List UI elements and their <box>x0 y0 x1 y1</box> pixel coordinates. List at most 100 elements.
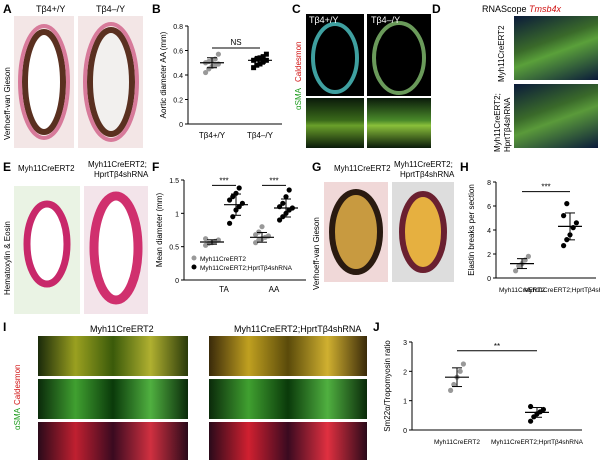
b-xtick-label-0: Tβ4+/Y <box>199 131 226 140</box>
f-AA-series-1-point-0 <box>277 217 283 223</box>
panel-c-stain-red: Caldesmon <box>294 41 303 82</box>
panel-e-image-control <box>14 186 80 314</box>
h-series-1-point-4 <box>573 220 579 226</box>
j-ytick-label-1: 1 <box>403 399 407 406</box>
f-sig-label-0: *** <box>219 176 228 185</box>
h-ytick-label-2: 4 <box>487 228 491 235</box>
h-sig-label: *** <box>541 183 550 192</box>
panel-e-letter: E <box>3 160 12 174</box>
panel-e-label2a: Myh11CreERT2; <box>88 160 147 169</box>
chart-f: 0 0.5 1 1.5 Mean diameter (mm) TA *** AA *** Myh1… <box>155 176 306 294</box>
f-legend-label-0: Myh11CreERT2 <box>200 256 246 263</box>
panel-e-stain-label: Hematoxylin & Eosin <box>3 221 12 295</box>
h-ytick-label-0: 0 <box>487 276 491 283</box>
b-series-1-point-0 <box>251 65 257 71</box>
panel-e-image-knockdown <box>84 186 148 314</box>
panel-c-zoom-ko <box>367 98 431 148</box>
j-ytick-label-0: 0 <box>403 428 407 435</box>
f-legend-marker-1 <box>191 264 197 270</box>
chart-h: 0 2 4 6 8 Elastin breaks per section Myh11CreE… <box>467 180 600 294</box>
j-xtick-label-1: Myh11CreERT2;HprtTβ4shRNA <box>491 439 584 446</box>
chart-b: 0 0.2 0.4 0.6 0.8 Aortic diameter AA (mm) Tβ4+… <box>159 24 282 140</box>
b-ylabel: Aortic diameter AA (mm) <box>159 31 168 118</box>
panel-i-merge-knockdown <box>209 336 367 376</box>
panel-c-zoom-wt <box>306 98 364 148</box>
panel-c-label-ko: Tβ4–/Y <box>371 15 401 25</box>
b-ytick-label-0: 0 <box>179 122 183 129</box>
j-ylabel: Sm22α/Tropomyosin ratio <box>383 340 392 432</box>
j-series-1-point-0 <box>528 418 534 424</box>
b-series-0-point-0 <box>203 69 209 76</box>
h-ytick-label-1: 2 <box>487 252 491 259</box>
panel-d-image-control <box>514 16 598 80</box>
b-series-1-point-3 <box>260 59 266 65</box>
panel-g-label2a: Myh11CreERT2; <box>394 160 453 169</box>
b-series-1-point-9 <box>263 51 269 57</box>
j-series-1-point-5 <box>528 403 534 410</box>
panel-c-letter: C <box>292 2 301 16</box>
j-series-0-point-4 <box>460 361 466 367</box>
panel-a-stain-label: Verhoeff-van Gieson <box>3 67 12 140</box>
h-ytick-label-3: 6 <box>487 204 491 211</box>
b-sig-label: NS <box>230 38 241 47</box>
h-ylabel: Elastin breaks per section <box>467 184 476 276</box>
panel-d-image-knockdown <box>514 84 598 148</box>
panel-i-stain-green: αSMA <box>13 408 22 430</box>
f-TA-series-1-point-7 <box>233 190 239 196</box>
f-ytick-label-3: 1.5 <box>169 178 179 185</box>
b-series-1-point-6 <box>254 56 260 62</box>
f-xtick-label-1: AA <box>269 285 280 294</box>
f-TA-series-0-point-4 <box>215 237 221 243</box>
panel-d-title: RNAScope Tmsb4x <box>482 4 561 14</box>
h-series-0-point-4 <box>525 253 531 259</box>
j-series-1-point-4 <box>540 406 546 413</box>
panel-a-image-ko <box>78 16 143 148</box>
f-ytick-label-1: 0.5 <box>169 245 179 252</box>
panel-g-label1: Myh11CreERT2 <box>334 164 391 173</box>
b-ytick-label-1: 0.2 <box>173 98 183 105</box>
f-ytick-label-2: 1 <box>175 211 179 218</box>
j-series-0-point-1 <box>451 381 457 388</box>
h-series-1-point-6 <box>564 201 570 207</box>
b-xtick-label-1: Tβ4–/Y <box>247 131 274 140</box>
j-ytick-label-3: 3 <box>403 340 407 347</box>
b-series-0-point-8 <box>212 56 218 62</box>
panel-c-label-wt: Tβ4+/Y <box>309 15 339 25</box>
panel-i-stain-red: Caldesmon <box>13 364 22 405</box>
j-series-0-point-3 <box>457 368 463 374</box>
j-series-0-point-0 <box>448 387 454 393</box>
panel-i-merge-control <box>38 336 188 376</box>
panel-i-red-knockdown <box>209 422 367 460</box>
f-TA-series-0-point-5 <box>203 236 209 242</box>
panel-c-image-ko <box>367 14 431 96</box>
f-AA-series-0-point-7 <box>259 224 265 230</box>
panel-i-label2: Myh11CreERT2;HprtTβ4shRNA <box>234 324 362 334</box>
panel-h-letter: H <box>460 160 469 174</box>
panel-i-green-control <box>38 379 188 419</box>
panel-g-stain-label: Verhoeff-van Gieson <box>312 217 321 290</box>
h-series-1-point-5 <box>561 213 567 219</box>
panel-g-image-knockdown <box>392 182 454 282</box>
h-xtick-label-1: Myh11CreERT2;HprtTβ4shRNA <box>524 287 600 294</box>
f-xtick-label-0: TA <box>219 285 229 294</box>
f-legend-label-1: Myh11CreERT2;HprtTβ4shRNA <box>200 265 293 272</box>
panel-i-label1: Myh11CreERT2 <box>90 324 154 334</box>
panel-i-red-control <box>38 422 188 460</box>
f-sig-label-1: *** <box>269 176 278 185</box>
panel-g-image-control <box>324 182 388 282</box>
h-xtick-label-0: Myh11CreERT2 <box>499 287 545 294</box>
f-TA-series-1-point-5 <box>227 197 233 203</box>
panel-d-row1-label: Myh11CreERT2 <box>497 25 506 82</box>
panel-a-letter: A <box>3 2 12 16</box>
f-TA-series-1-point-3 <box>236 204 242 210</box>
j-sig-label: ** <box>494 342 500 351</box>
b-ytick-label-3: 0.6 <box>173 49 183 56</box>
f-TA-series-1-point-8 <box>236 185 242 191</box>
f-TA-series-1-point-0 <box>227 220 233 226</box>
panel-e-label1: Myh11CreERT2 <box>18 164 75 173</box>
chart-j: 0 1 2 3 Sm22α/Tropomyosin ratio Myh11CreERT2 M… <box>383 340 584 446</box>
b-series-0-point-9 <box>215 51 221 57</box>
panel-c-stain-green: αSMA <box>294 88 303 110</box>
b-ytick-label-4: 0.8 <box>173 24 183 31</box>
f-ytick-label-0: 0 <box>175 278 179 285</box>
